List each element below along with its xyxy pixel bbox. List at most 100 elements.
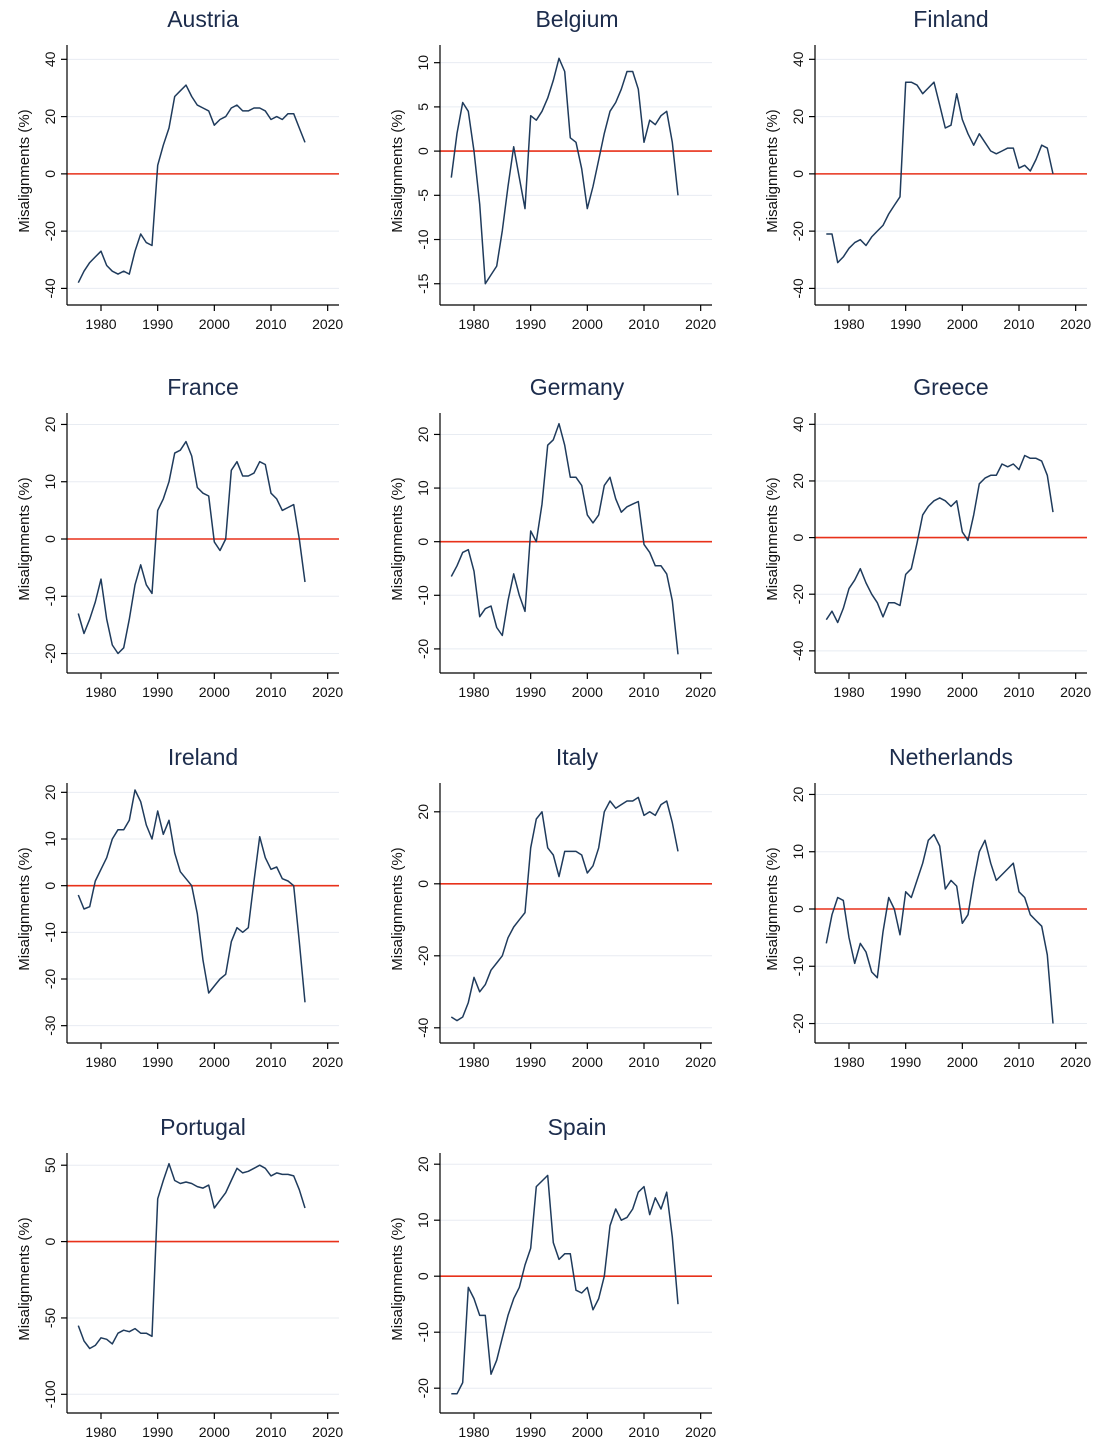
x-tick-label: 2010 <box>255 1424 286 1440</box>
y-tick-label: 40 <box>42 51 58 67</box>
x-tick-label: 1990 <box>515 684 546 700</box>
series-line-italy <box>450 796 679 1022</box>
x-tick-label: 2020 <box>312 1424 343 1440</box>
panel-title: Germany <box>530 374 625 400</box>
y-axis-title: Misalignments (%) <box>16 109 33 232</box>
x-tick-label: 2020 <box>685 1424 716 1440</box>
y-tick-label: 10 <box>415 480 431 496</box>
y-tick-label: 0 <box>790 170 806 178</box>
y-tick-label: 0 <box>415 880 431 888</box>
x-tick-label: 1990 <box>515 1054 546 1070</box>
y-tick-label: 10 <box>415 55 431 71</box>
y-tick-label: 20 <box>415 804 431 820</box>
x-tick-label: 2010 <box>1003 684 1034 700</box>
series-line-netherlands <box>825 833 1054 1024</box>
y-tick-label: 0 <box>42 1237 58 1245</box>
panel-title: Austria <box>167 6 239 32</box>
series-line-finland <box>826 81 1054 264</box>
x-tick-label: 2010 <box>255 684 286 700</box>
y-tick-label: -40 <box>790 641 806 661</box>
y-tick-label: -50 <box>42 1308 58 1328</box>
x-tick-label: 2000 <box>199 1054 230 1070</box>
x-tick-label: 1980 <box>85 1424 116 1440</box>
x-tick-label: 1990 <box>515 1424 546 1440</box>
x-tick-label: 2020 <box>1060 684 1091 700</box>
x-tick-label: 1990 <box>890 1054 921 1070</box>
y-tick-label: -100 <box>42 1380 58 1408</box>
x-tick-label: 1990 <box>890 316 921 332</box>
x-tick-label: 2000 <box>572 1054 603 1070</box>
y-tick-label: -20 <box>415 639 431 659</box>
x-tick-label: 2000 <box>199 316 230 332</box>
chart-panel-france: France -20 -10 0 10 20 1980 1990 2000 2010 2020 Mis… <box>16 374 343 700</box>
y-tick-label: -10 <box>790 956 806 976</box>
x-tick-label: 2000 <box>947 1054 978 1070</box>
series-line-ireland <box>77 789 306 1003</box>
y-tick-label: -20 <box>42 969 58 989</box>
x-tick-label: 1990 <box>142 1424 173 1440</box>
y-tick-label: -10 <box>415 1322 431 1342</box>
panel-title: Portugal <box>160 1114 246 1140</box>
chart-panel-austria: Austria -40 -20 0 20 40 1980 1990 2000 2010 2020 Mi… <box>16 6 343 332</box>
chart-panel-germany: Germany -20 -10 0 10 20 1980 1990 2000 2010 2020 Mi… <box>389 374 716 700</box>
series-line-greece <box>825 454 1054 624</box>
y-tick-label: -10 <box>42 922 58 942</box>
y-tick-label: -40 <box>790 278 806 298</box>
panel-title: Spain <box>548 1114 607 1140</box>
y-tick-label: 20 <box>790 109 806 125</box>
x-tick-label: 1980 <box>833 316 864 332</box>
x-tick-label: 1990 <box>142 316 173 332</box>
y-tick-label: 20 <box>415 1156 431 1172</box>
x-tick-label: 2010 <box>628 1054 659 1070</box>
panel-title: Belgium <box>535 6 618 32</box>
y-axis-title: Misalignments (%) <box>764 477 781 600</box>
y-tick-label: -20 <box>42 643 58 663</box>
series-line-spain <box>451 1174 679 1395</box>
y-tick-label: -20 <box>415 945 431 965</box>
series-line-austria <box>77 84 306 284</box>
x-tick-label: 2020 <box>685 1054 716 1070</box>
x-tick-label: 1990 <box>142 1054 173 1070</box>
y-tick-label: -40 <box>42 278 58 298</box>
y-tick-label: 20 <box>790 786 806 802</box>
panel-title: Greece <box>913 374 988 400</box>
y-axis-title: Misalignments (%) <box>16 847 33 970</box>
y-tick-label: 20 <box>415 426 431 442</box>
y-axis-title: Misalignments (%) <box>764 109 781 232</box>
chart-panel-ireland: Ireland -30 -20 -10 0 10 20 1980 1990 2000 2010 202… <box>16 744 343 1070</box>
y-axis-title: Misalignments (%) <box>389 847 406 970</box>
x-tick-label: 2020 <box>685 684 716 700</box>
y-axis-title: Misalignments (%) <box>16 477 33 600</box>
y-tick-label: 10 <box>415 1212 431 1228</box>
x-tick-label: 2010 <box>628 684 659 700</box>
y-tick-label: 20 <box>42 416 58 432</box>
x-tick-label: 2020 <box>312 1054 343 1070</box>
y-tick-label: -20 <box>790 584 806 604</box>
y-tick-label: 0 <box>415 538 431 546</box>
y-tick-label: 0 <box>790 905 806 913</box>
series-line-germany <box>450 422 679 655</box>
x-tick-label: 2000 <box>947 316 978 332</box>
panel-title: Ireland <box>168 744 238 770</box>
y-tick-label: 0 <box>42 535 58 543</box>
x-tick-label: 1980 <box>458 316 489 332</box>
x-tick-label: 1980 <box>458 1054 489 1070</box>
x-tick-label: 2000 <box>572 316 603 332</box>
chart-panel-portugal: Portugal -100 -50 0 50 1980 1990 2000 2010 2020 Mi… <box>16 1114 343 1440</box>
y-tick-label: 10 <box>790 844 806 860</box>
y-tick-label: 10 <box>42 831 58 847</box>
x-tick-label: 2020 <box>312 316 343 332</box>
y-tick-label: 5 <box>415 103 431 111</box>
x-tick-label: 1980 <box>458 684 489 700</box>
y-tick-label: -20 <box>42 221 58 241</box>
y-axis-title: Misalignments (%) <box>764 847 781 970</box>
y-tick-label: 20 <box>42 109 58 125</box>
x-tick-label: 1990 <box>142 684 173 700</box>
x-tick-label: 1980 <box>85 684 116 700</box>
y-tick-label: 0 <box>415 147 431 155</box>
x-tick-label: 2010 <box>1003 1054 1034 1070</box>
x-tick-label: 2000 <box>199 684 230 700</box>
y-tick-label: 40 <box>790 416 806 432</box>
y-tick-label: 40 <box>790 51 806 67</box>
